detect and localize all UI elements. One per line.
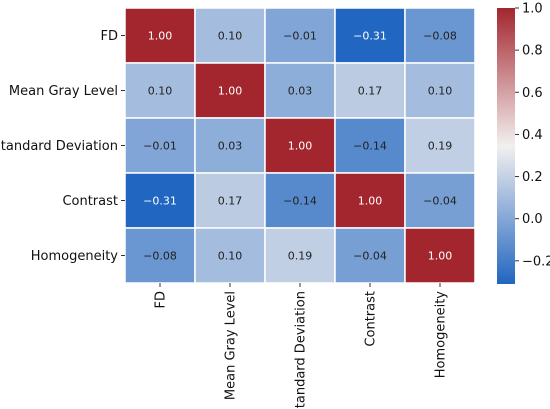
heatmap-cell-value: 1.00 xyxy=(218,85,243,98)
heatmap-cell-value: −0.31 xyxy=(143,195,177,208)
heatmap-cell-value: 0.10 xyxy=(148,85,173,98)
heatmap-cell: −0.31 xyxy=(334,7,406,64)
heatmap-cell-rect xyxy=(334,172,406,229)
heatmap-cell-value: −0.01 xyxy=(143,140,177,153)
row-label: Standard Deviation xyxy=(0,139,118,154)
heatmap-cell-value: −0.31 xyxy=(353,30,387,43)
heatmap-cell: 0.19 xyxy=(264,227,336,284)
heatmap-cell-rect xyxy=(264,227,336,284)
heatmap-cell-value: 1.00 xyxy=(148,30,173,43)
heatmap-cell: −0.04 xyxy=(404,172,476,229)
heatmap-cell-value: 0.03 xyxy=(218,140,243,153)
heatmap-cell: −0.14 xyxy=(334,117,406,174)
colorbar-tick-label: 0.0 xyxy=(522,212,543,227)
colorbar-tick-label: 0.8 xyxy=(522,44,543,59)
column-label: Contrast xyxy=(364,291,379,347)
heatmap-cell: 0.17 xyxy=(334,62,406,119)
row-label: FD xyxy=(101,29,119,44)
column-label: FD xyxy=(154,291,169,309)
heatmap-cell-rect xyxy=(194,227,266,284)
heatmap-cell: −0.04 xyxy=(334,227,406,284)
row-label: Contrast xyxy=(62,194,118,209)
row-label: Mean Gray Level xyxy=(9,84,118,99)
heatmap-cell-rect xyxy=(264,62,336,119)
heatmap-cell-rect xyxy=(194,172,266,229)
heatmap-cell: −0.31 xyxy=(124,172,196,229)
heatmap-cell: 0.03 xyxy=(194,117,266,174)
column-label: Mean Gray Level xyxy=(224,291,239,400)
heatmap-cell-value: 1.00 xyxy=(288,140,313,153)
colorbar-tick-label: 0.4 xyxy=(522,128,543,143)
heatmap-cell-value: 0.10 xyxy=(218,30,243,43)
heatmap-cell: 0.10 xyxy=(194,227,266,284)
column-label: Standard Deviation xyxy=(294,291,309,409)
heatmap-cell-rect xyxy=(404,62,476,119)
heatmap-cell-value: 0.19 xyxy=(288,250,313,263)
heatmap-cell-value: 1.00 xyxy=(428,250,453,263)
heatmap-cell: −0.08 xyxy=(124,227,196,284)
heatmap-cells: 1.00 0.10 −0.01 −0.31 −0.08 0.10 1.00 0.03 0.17 0… xyxy=(124,7,476,284)
heatmap-cell-value: −0.04 xyxy=(423,195,457,208)
heatmap-cell: −0.14 xyxy=(264,172,336,229)
heatmap-cell-value: 0.10 xyxy=(428,85,453,98)
colorbar-tick-label: 0.6 xyxy=(522,86,543,101)
heatmap-cell-rect xyxy=(334,117,406,174)
colorbar-tick-label: −0.2 xyxy=(522,254,550,269)
heatmap-cell-rect xyxy=(124,227,196,284)
heatmap-cell-value: 0.17 xyxy=(358,85,383,98)
heatmap-cell-rect xyxy=(264,172,336,229)
heatmap-cell: 1.00 xyxy=(404,227,476,284)
column-labels: FD Mean Gray Level Standard Deviation Contr… xyxy=(154,283,449,409)
heatmap-cell: 0.03 xyxy=(264,62,336,119)
heatmap-cell-rect xyxy=(194,117,266,174)
heatmap-cell-value: −0.04 xyxy=(353,250,387,263)
colorbar-tick-label: 0.2 xyxy=(522,170,543,185)
column-label: Homogeneity xyxy=(434,291,449,379)
heatmap-cell: 1.00 xyxy=(264,117,336,174)
heatmap-cell: 1.00 xyxy=(334,172,406,229)
heatmap-cell-value: 0.19 xyxy=(428,140,453,153)
heatmap-cell-value: −0.08 xyxy=(143,250,177,263)
heatmap-cell: 0.10 xyxy=(194,7,266,64)
row-labels: FD Mean Gray Level Standard Deviation Contr… xyxy=(0,29,125,264)
heatmap-cell: 0.17 xyxy=(194,172,266,229)
heatmap-cell-value: 0.03 xyxy=(288,85,313,98)
colorbar-tick-label: 1.0 xyxy=(522,2,543,17)
heatmap-cell-value: 0.10 xyxy=(218,250,243,263)
heatmap-cell: 0.10 xyxy=(124,62,196,119)
heatmap-cell: −0.08 xyxy=(404,7,476,64)
heatmap-cell: 0.19 xyxy=(404,117,476,174)
row-label: Homogeneity xyxy=(31,249,119,264)
heatmap-cell: 1.00 xyxy=(124,7,196,64)
heatmap-cell-rect xyxy=(194,7,266,64)
heatmap-cell-value: −0.14 xyxy=(353,140,387,153)
heatmap-cell: 1.00 xyxy=(194,62,266,119)
heatmap-cell-value: 0.17 xyxy=(218,195,243,208)
heatmap-cell-value: −0.01 xyxy=(283,30,317,43)
heatmap-cell: −0.01 xyxy=(124,117,196,174)
heatmap-cell-value: −0.08 xyxy=(423,30,457,43)
heatmap-cell: 0.10 xyxy=(404,62,476,119)
heatmap-cell-value: −0.14 xyxy=(283,195,317,208)
colorbar: 1.0 0.8 0.6 0.4 0.2 0.0 −0.2 xyxy=(497,2,550,284)
colorbar-gradient xyxy=(497,8,515,284)
heatmap-cell: −0.01 xyxy=(264,7,336,64)
heatmap-cell-value: 1.00 xyxy=(358,195,383,208)
heatmap-cell-rect xyxy=(404,172,476,229)
